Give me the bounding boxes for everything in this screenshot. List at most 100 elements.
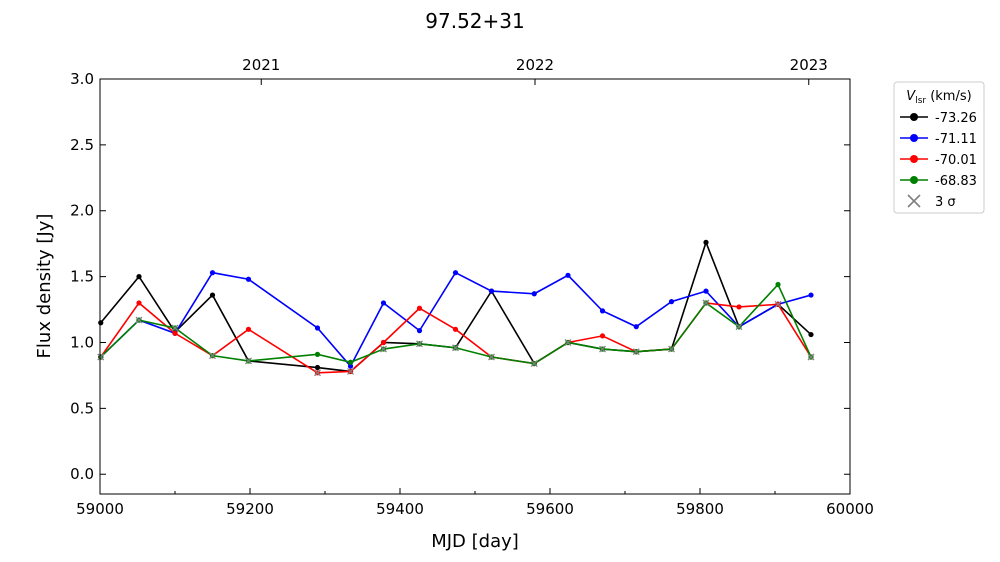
sigma3-marker [735,323,743,331]
legend-item-sigma: 3 σ [907,194,956,210]
y-tick-label: 0.5 [70,399,94,417]
sigma3-marker [314,369,321,377]
data-point [314,364,321,371]
sigma3-marker [668,345,675,353]
sigma3-marker [702,299,710,307]
y-tick-label: 2.0 [70,202,94,220]
legend-swatch-marker [910,113,918,121]
series--73.26 [98,239,814,375]
sigma3-marker [347,368,354,375]
data-point [245,276,252,282]
sigma3-marker [171,324,179,332]
x-axis: 59000 59200 59400 59600 59800 60000 [76,488,874,518]
sigma3-marker [564,339,572,346]
data-point [668,299,675,305]
y-tick-label: 3.0 [70,70,94,88]
top-tick-label: 2023 [790,56,828,74]
top-year-axis: 2021 2022 2023 [242,56,828,85]
x-tick-label: 60000 [826,500,874,518]
series--71.11 [98,270,814,369]
series-line [100,239,812,373]
legend-item: -70.01 [900,153,977,168]
y-tick-label: 0.0 [70,465,94,483]
y-tick-label: 1.0 [70,333,94,351]
top-tick-label: 2021 [242,56,280,74]
x-tick-label: 59600 [526,500,574,518]
series-line [100,301,812,374]
data-point [380,339,387,346]
top-tick-label: 2022 [516,56,554,74]
data-point [314,325,321,331]
y-tick-label: 2.5 [70,136,94,154]
data-point [98,320,104,326]
legend-swatch-marker [910,176,918,184]
data-point [599,333,606,339]
legend-title: Vlsr (km/s) [906,89,971,106]
data-point [136,300,142,306]
plot-frame [99,78,851,495]
sigma3-marker [209,352,216,360]
data-point [488,288,495,294]
data-point [775,281,781,288]
sigma3-marker [416,340,423,348]
plot-area [97,239,815,377]
y-axis-label: Flux density [Jy] [34,214,55,359]
x-tick-label: 59800 [676,500,724,518]
legend-swatch-marker [910,155,918,163]
data-point [314,351,321,357]
y-axis: 0.0 0.5 1.0 1.5 2.0 2.5 3.0 [70,70,850,483]
legend-label: -70.01 [935,153,977,168]
series--68.83 [98,281,814,367]
series-line [100,283,812,365]
sigma3-marker [452,344,459,352]
legend-swatch-marker [910,134,918,142]
data-point [531,291,537,297]
legend-item: -68.83 [900,174,977,189]
data-point [452,326,459,332]
data-point [347,359,354,365]
data-point [380,300,387,306]
data-point [347,363,354,369]
data-point [452,270,459,276]
sigma3-marker [380,345,387,353]
sigma3-marker [599,345,606,353]
data-point [416,305,423,311]
legend-label: 3 σ [935,195,956,210]
x-tick-label: 59000 [76,500,124,518]
sigma3-markers [97,299,815,377]
x-tick-label: 59200 [226,500,274,518]
data-point [209,292,216,298]
data-point [565,272,571,278]
chart-title: 97.52+31 [425,9,524,33]
legend-sigma-marker [907,194,921,208]
data-point [703,288,709,294]
data-point [416,328,423,334]
series--70.01 [98,300,814,376]
data-point [599,308,606,314]
data-point [703,239,709,245]
sigma3-marker [530,360,538,368]
data-point [808,292,814,298]
data-point [633,324,639,330]
data-point [808,331,814,338]
data-point [136,274,142,280]
sigma3-marker [488,353,495,361]
legend-item: -71.11 [900,132,977,147]
legend-item: -73.26 [900,111,977,126]
legend: Vlsr (km/s) -73.26 -71.11 -70.01 -68.83 3 σ [893,81,985,214]
sigma3-marker [632,348,640,356]
legend-label: -68.83 [935,174,977,189]
sigma3-marker [774,300,782,308]
data-point [172,330,178,336]
series-line [100,271,812,368]
data-point [245,326,252,332]
data-point [736,304,742,310]
data-point [209,270,216,276]
x-axis-label: MJD [day] [431,531,519,552]
y-tick-label: 1.5 [70,268,94,286]
legend-label: -73.26 [935,111,977,126]
sigma3-marker [807,353,815,361]
sigma3-marker [135,316,143,324]
legend-label: -71.11 [935,132,977,147]
